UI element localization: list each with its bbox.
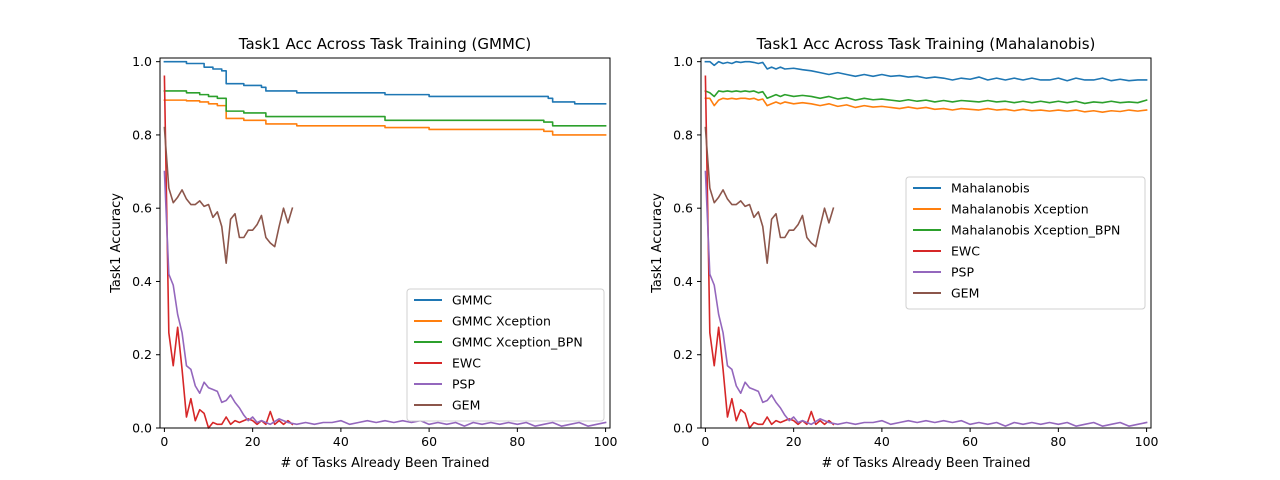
legend-label-gem: GEM [452,398,480,413]
series-line-mahalanobis-xception [704,97,1148,114]
series-line-gem [163,126,294,264]
series-line-ewc [704,75,835,429]
series-line-gmmc [163,60,607,105]
x-axis-label: # of Tasks Already Been Trained [281,456,490,471]
x-axis-ticks: 0 20 40 60 80 100 [160,428,618,449]
y-tick-label: 0.6 [673,201,693,216]
y-tick-label: 0.2 [673,347,693,362]
chart-title: Task1 Acc Across Task Training (GMMC) [238,35,531,53]
legend-label-ewc: EWC [951,244,980,259]
chart-gmmc: Task1 Acc Across Task Training (GMMC) 0 2… [109,35,618,471]
x-tick-label: 80 [509,434,525,449]
series-line-psp [704,170,1148,427]
y-axis-label: Task1 Accuracy [109,193,124,294]
y-tick-label: 0.4 [673,274,693,289]
y-axis-ticks: 0.0 0.2 0.4 0.6 0.8 1.0 [132,54,160,436]
x-tick-label: 100 [594,434,618,449]
legend-label-gmmc-xception-bpn: GMMC Xception_BPN [452,335,583,350]
x-tick-label: 0 [160,434,168,449]
legend-label-gem: GEM [951,286,979,301]
y-tick-label: 1.0 [132,54,152,69]
series-line-psp [163,170,607,427]
y-tick-label: 0.6 [132,201,152,216]
x-tick-label: 20 [245,434,261,449]
y-tick-label: 0.2 [132,347,152,362]
series-line-gmmc-xception-bpn [163,90,607,127]
series-layer [704,60,1148,429]
y-tick-label: 0.0 [132,421,152,436]
y-axis-label: Task1 Accuracy [650,193,665,294]
series-line-mahalanobis-xception-bpn [704,89,1148,105]
series-line-gem [704,126,835,264]
x-axis-ticks: 0 20 40 60 80 100 [701,428,1159,449]
x-tick-label: 100 [1135,434,1159,449]
series-line-ewc [163,75,294,429]
plot-frame [700,57,1152,429]
legend-box [406,288,605,422]
legend: Mahalanobis Mahalanobis Xception Mahalanob… [905,176,1146,310]
y-tick-label: 0.8 [673,127,693,142]
y-tick-label: 1.0 [673,54,693,69]
x-tick-label: 80 [1050,434,1066,449]
x-tick-label: 60 [962,434,978,449]
y-tick-label: 0.8 [132,127,152,142]
x-tick-label: 40 [874,434,890,449]
chart-mahalanobis: Task1 Acc Across Task Training (Mahalano… [650,35,1159,471]
legend-label-gmmc-xception: GMMC Xception [452,314,551,329]
chart-title: Task1 Acc Across Task Training (Mahalano… [756,35,1096,53]
legend-box [905,176,1146,310]
legend-label-mahalanobis-xception-bpn: Mahalanobis Xception_BPN [951,223,1120,238]
legend-label-psp: PSP [951,265,974,280]
y-axis-ticks: 0.0 0.2 0.4 0.6 0.8 1.0 [673,54,701,436]
x-axis-label: # of Tasks Already Been Trained [822,456,1031,471]
x-tick-label: 60 [421,434,437,449]
legend-label-mahalanobis-xception: Mahalanobis Xception [951,202,1089,217]
plot-frame [159,57,611,429]
legend-label-ewc: EWC [452,356,481,371]
series-layer [163,60,607,429]
series-line-gmmc-xception [163,99,607,136]
legend-label-gmmc: GMMC [452,293,492,308]
y-tick-label: 0.0 [673,421,693,436]
legend: GMMC GMMC Xception GMMC Xception_BPN EWC PSP… [406,288,605,422]
series-line-mahalanobis [704,60,1148,82]
x-tick-label: 0 [701,434,709,449]
x-tick-label: 20 [786,434,802,449]
legend-label-psp: PSP [452,377,475,392]
y-tick-label: 0.4 [132,274,152,289]
legend-label-mahalanobis: Mahalanobis [951,181,1030,196]
x-tick-label: 40 [333,434,349,449]
